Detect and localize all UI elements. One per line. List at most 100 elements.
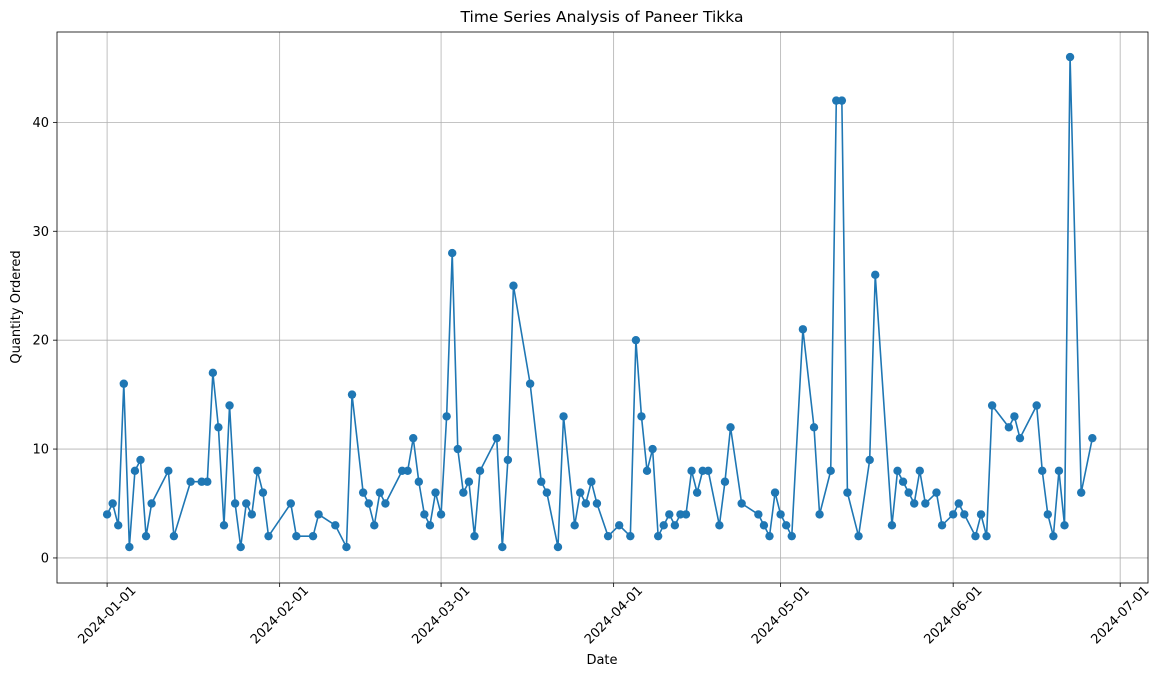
- data-point: [464, 477, 474, 486]
- data-point: [114, 521, 123, 530]
- data-point: [364, 499, 373, 508]
- data-point: [726, 423, 735, 432]
- data-point: [826, 466, 835, 476]
- data-point: [809, 423, 819, 432]
- data-point: [1010, 412, 1019, 421]
- data-point: [1004, 423, 1014, 432]
- y-tick-label: 20: [32, 334, 49, 349]
- data-point: [141, 531, 151, 541]
- data-point: [932, 488, 941, 497]
- data-point: [208, 368, 218, 378]
- data-point: [286, 499, 295, 508]
- data-point: [754, 510, 763, 519]
- data-point: [253, 466, 262, 476]
- data-point: [136, 455, 145, 465]
- data-point: [637, 412, 646, 421]
- data-point: [358, 488, 368, 497]
- data-point: [720, 477, 730, 486]
- y-tick-label: 30: [32, 225, 49, 240]
- data-point: [425, 521, 435, 530]
- data-point: [1088, 433, 1097, 443]
- data-point: [1049, 531, 1058, 541]
- data-point: [186, 477, 195, 486]
- data-point: [954, 499, 963, 508]
- data-point: [119, 379, 128, 388]
- data-point: [659, 521, 668, 530]
- data-point: [715, 521, 724, 530]
- data-point: [893, 466, 902, 476]
- data-point: [498, 542, 507, 552]
- data-point: [592, 499, 602, 508]
- data-point: [559, 412, 568, 421]
- data-point: [982, 531, 991, 541]
- data-point: [453, 444, 462, 454]
- data-point: [1032, 401, 1041, 410]
- data-point: [130, 466, 140, 476]
- data-point: [409, 433, 418, 443]
- plot-frame: [56, 31, 1149, 584]
- data-point: [403, 466, 412, 476]
- data-point: [470, 531, 479, 541]
- data-point: [475, 466, 485, 476]
- data-point: [414, 477, 424, 486]
- data-point: [904, 488, 913, 497]
- data-point: [492, 433, 501, 443]
- data-point: [787, 531, 796, 541]
- data-point: [1038, 466, 1047, 476]
- data-point: [626, 531, 635, 541]
- data-point: [553, 542, 563, 552]
- data-point: [169, 531, 179, 541]
- data-point: [247, 510, 257, 519]
- data-point: [1054, 466, 1064, 476]
- data-point: [147, 499, 156, 508]
- data-point: [1060, 521, 1069, 530]
- data-point: [665, 510, 674, 519]
- data-point: [214, 423, 223, 432]
- data-point: [431, 488, 440, 497]
- data-point: [375, 488, 385, 497]
- data-point: [587, 477, 596, 486]
- data-point: [1065, 52, 1075, 62]
- data-point: [960, 510, 969, 519]
- data-point: [887, 521, 897, 530]
- data-point: [815, 510, 824, 519]
- data-point: [971, 531, 980, 541]
- data-point: [898, 477, 908, 486]
- data-point: [987, 401, 997, 410]
- data-point: [509, 281, 518, 290]
- data-point: [704, 466, 713, 476]
- data-point: [420, 510, 429, 519]
- data-point: [837, 96, 847, 105]
- data-point: [692, 488, 702, 497]
- data-point: [1077, 488, 1086, 497]
- y-axis-label: Quantity Ordered: [9, 250, 24, 363]
- data-point: [631, 335, 641, 345]
- data-point: [948, 510, 958, 519]
- data-point: [570, 521, 579, 530]
- data-point: [125, 542, 134, 552]
- y-tick-label: 0: [41, 551, 49, 566]
- data-point: [737, 499, 746, 508]
- data-point: [292, 531, 301, 541]
- data-point: [436, 510, 446, 519]
- data-point: [225, 401, 234, 410]
- data-point: [164, 466, 173, 476]
- data-point: [1015, 433, 1025, 443]
- x-axis-label: Date: [586, 653, 617, 668]
- data-point: [614, 521, 624, 530]
- data-point: [381, 499, 390, 508]
- data-point: [236, 542, 245, 552]
- data-point: [331, 521, 340, 530]
- chart-title: Time Series Analysis of Paneer Tikka: [460, 8, 744, 26]
- data-point: [687, 466, 696, 476]
- data-point: [347, 390, 357, 399]
- data-point: [230, 499, 240, 508]
- data-point: [314, 510, 323, 519]
- data-point: [781, 521, 791, 530]
- data-point: [759, 521, 769, 530]
- data-point: [1043, 510, 1053, 519]
- data-point: [648, 444, 657, 454]
- data-point: [219, 521, 229, 530]
- data-point: [576, 488, 585, 497]
- data-point: [448, 248, 457, 258]
